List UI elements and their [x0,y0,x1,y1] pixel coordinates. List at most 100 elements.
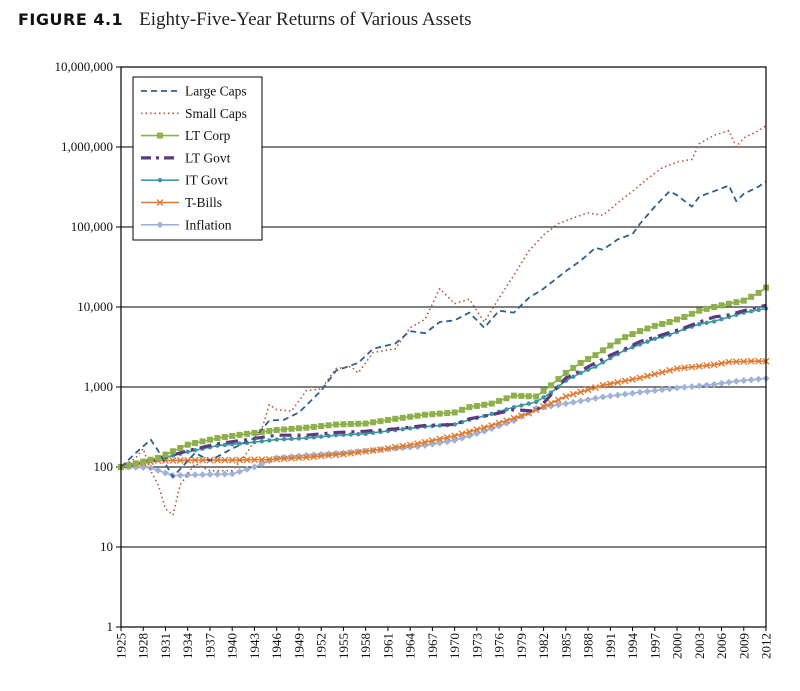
legend-item: Small Caps [141,106,247,121]
data-point [658,368,666,376]
data-point [384,416,391,423]
data-point [465,428,473,436]
data-point [444,410,451,417]
figure-label: FIGURE 4.1 [18,10,124,29]
data-point [577,359,584,366]
y-tick-label: 1,000,000 [61,139,113,154]
data-point [540,387,547,394]
x-tick-label: 1988 [581,633,596,659]
data-point [436,435,444,443]
data-point [503,395,510,402]
data-point [673,384,681,392]
data-point [756,307,761,313]
data-point [399,442,407,450]
data-point [310,453,318,461]
data-point [599,393,607,401]
x-tick-label: 2009 [736,633,751,659]
data-point [258,428,265,435]
data-point [274,437,279,442]
y-tick-label: 1,000 [84,379,113,394]
data-point [622,334,629,341]
data-point [332,451,340,459]
data-point [222,442,227,448]
data-point [265,457,273,465]
data-point [325,422,332,429]
data-point [191,471,199,479]
x-tick-label: 1925 [114,633,129,659]
data-point [228,470,236,478]
data-point [473,426,481,434]
data-point [176,456,184,464]
data-point [191,456,199,464]
data-point [325,451,333,459]
data-point [695,362,703,370]
data-point [250,463,258,471]
data-point [391,443,399,451]
data-point [221,456,229,464]
data-point [451,436,459,444]
data-point [740,377,748,385]
data-point [488,422,496,430]
legend-box [132,76,263,241]
data-point [280,455,288,463]
data-point [503,417,511,425]
legend: Large Caps Small Caps LT Corp LT Govt IT Gov… [132,76,263,241]
data-point [703,305,710,312]
plot-frame [120,66,767,628]
data-point [636,328,643,335]
data-point [237,441,242,446]
data-point [695,382,703,390]
data-point [748,293,755,300]
data-point [710,380,718,388]
data-point [407,426,413,431]
data-point [645,339,650,344]
data-point [459,406,466,413]
data-point [177,444,184,451]
legend-item: LT Corp [141,128,231,143]
legend-item: Large Caps [141,84,247,99]
legend-label: T-Bills [185,195,222,210]
x-tick-label: 1940 [225,633,240,659]
data-point [199,456,207,464]
data-point [547,399,555,407]
data-point [436,439,444,447]
x-tick-label: 2006 [714,633,729,660]
data-point [644,325,651,332]
x-tick-label: 1994 [625,633,640,660]
data-point [643,372,651,380]
data-point [489,411,494,417]
series-lines [117,124,770,516]
data-point [554,396,562,404]
x-tick-label: 1934 [180,633,195,660]
data-point [376,446,384,454]
data-point [755,357,763,365]
data-point [584,386,592,394]
data-point [347,420,354,427]
data-point [591,384,599,392]
data-point [473,402,480,409]
data-point [680,383,688,391]
data-point [318,423,325,430]
data-point [184,471,192,479]
data-point [519,403,524,408]
legend-item: T-Bills [141,195,222,210]
legend-label: Small Caps [185,106,247,121]
data-point [511,404,517,410]
data-point [562,369,569,376]
data-point [199,471,207,479]
data-point [280,453,288,461]
data-point [718,302,725,309]
data-point [157,132,163,139]
data-point [169,456,177,464]
x-tick-label: 1937 [202,633,217,660]
data-point [755,375,763,383]
series-small-caps [120,124,767,516]
data-point [354,448,362,456]
data-point [548,382,554,389]
data-point [236,468,244,476]
data-point [718,379,726,387]
data-point [304,435,309,441]
x-tick-label: 1943 [247,633,262,659]
data-point [289,436,294,442]
